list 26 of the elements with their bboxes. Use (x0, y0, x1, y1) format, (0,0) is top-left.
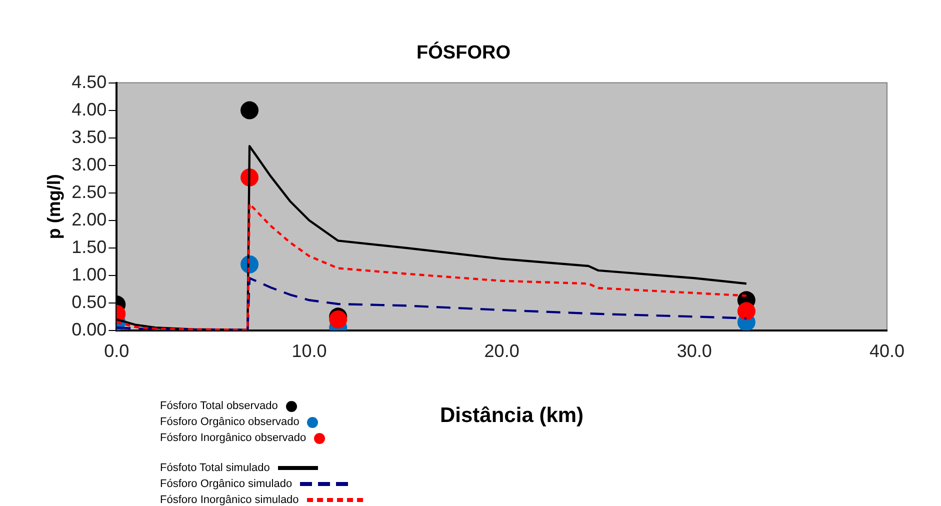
x-tick-label: 10.0 (292, 341, 327, 362)
x-tick-label: 0.0 (104, 341, 130, 362)
y-tick-label: 4.50 (72, 72, 107, 92)
y-tick-label: 1.50 (72, 236, 107, 257)
x-tick-label: 40.0 (869, 341, 905, 362)
legend-label: Fósforo Total observado (160, 399, 278, 414)
legend-label: Fósforo Orgânico simulado (160, 477, 292, 492)
chart-title: FÓSFORO (416, 42, 510, 64)
x-axis-title: Distância (km) (440, 404, 584, 428)
y-tick-label: 4.00 (72, 99, 107, 120)
y-tick-label: 3.50 (72, 126, 107, 147)
y-tick-label: 3.00 (72, 154, 107, 174)
point (240, 101, 259, 120)
legend-label: Fósforo Inorgânico simulado (160, 493, 299, 506)
y-tick-label: 0.50 (72, 292, 107, 312)
y-tick-label: 2.50 (72, 182, 107, 202)
point (737, 302, 756, 320)
y-tick-label: 2.00 (72, 209, 107, 230)
legend-label: Fósforo Inorgânico observado (160, 431, 306, 446)
legend-label: Fósfoto Total simulado (160, 461, 270, 476)
x-tick-label: 30.0 (676, 341, 712, 362)
y-axis-title: p (mg/l) (44, 174, 64, 240)
x-tick-label: 20.0 (484, 341, 520, 362)
y-tick-label: 1.00 (72, 264, 107, 284)
y-tick-label: 0.00 (72, 319, 107, 340)
legend-label: Fósforo Orgânico observado (160, 415, 300, 430)
